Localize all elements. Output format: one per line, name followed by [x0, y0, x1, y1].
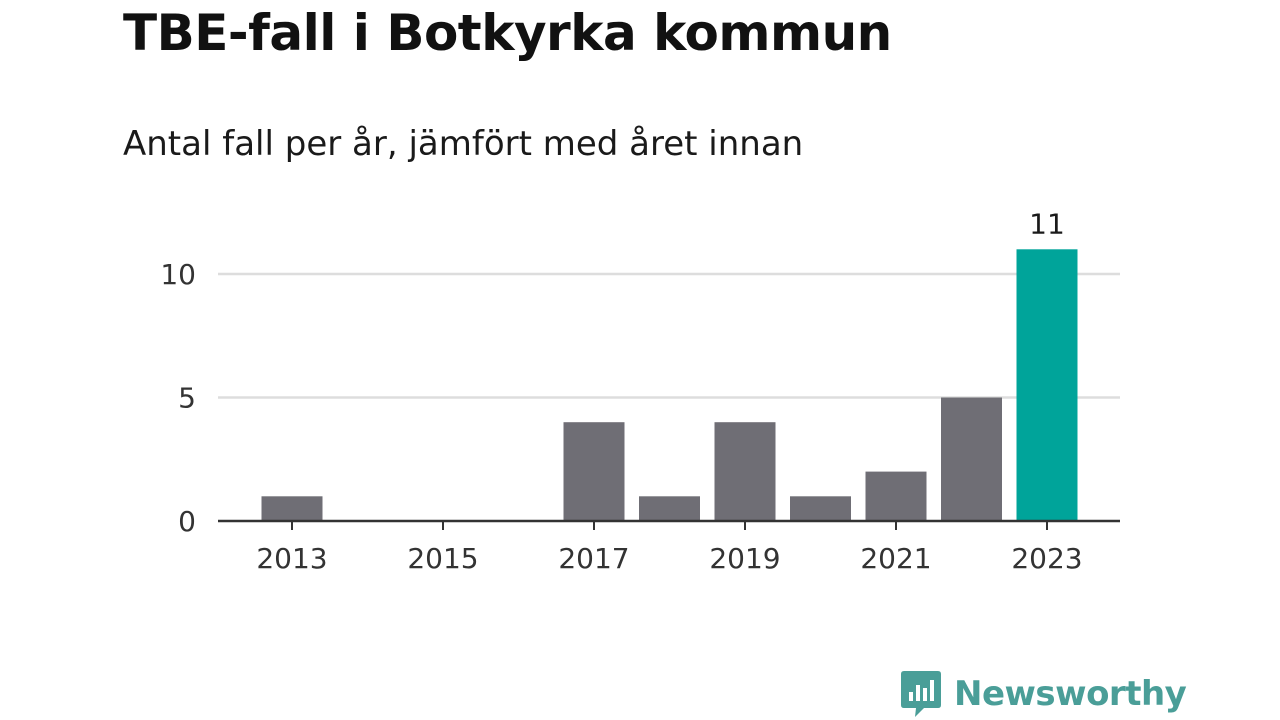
- x-tick-label: 2021: [860, 542, 931, 575]
- bars: [261, 249, 1078, 522]
- x-tick-label: 2013: [256, 542, 327, 575]
- bar-2020: [790, 496, 851, 521]
- axes: [218, 519, 1120, 530]
- y-tick-label: 10: [160, 258, 196, 291]
- x-tick-label: 2017: [558, 542, 629, 575]
- labels: 0 5 10 2013 2015 2017 2019 2021 2023 11: [160, 207, 1082, 575]
- bar-2019: [714, 422, 776, 521]
- x-tick-label: 2023: [1011, 542, 1082, 575]
- gridlines: [218, 272, 1120, 399]
- bar-2023: [1016, 249, 1078, 522]
- bar-2013: [261, 496, 323, 521]
- chart-title: TBE-fall i Botkyrka kommun: [123, 4, 892, 62]
- bar-2021: [865, 471, 927, 521]
- bar-2017: [563, 422, 625, 521]
- bar-2018: [639, 496, 700, 521]
- chart-subtitle: Antal fall per år, jämfört med året inna…: [123, 124, 804, 164]
- x-tick-label: 2019: [709, 542, 780, 575]
- data-label: 11: [1029, 207, 1065, 240]
- brand-name: Newsworthy: [954, 674, 1187, 714]
- y-tick-label: 5: [178, 382, 196, 415]
- x-tick-label: 2015: [407, 542, 478, 575]
- bar-chart: 0 5 10 2013 2015 2017 2019 2021 2023 11: [160, 207, 1120, 575]
- y-tick-label: 0: [178, 505, 196, 538]
- bar-2022: [941, 397, 1002, 521]
- newsworthy-logo-icon: [901, 671, 941, 717]
- brand-logo: Newsworthy: [900, 670, 1187, 718]
